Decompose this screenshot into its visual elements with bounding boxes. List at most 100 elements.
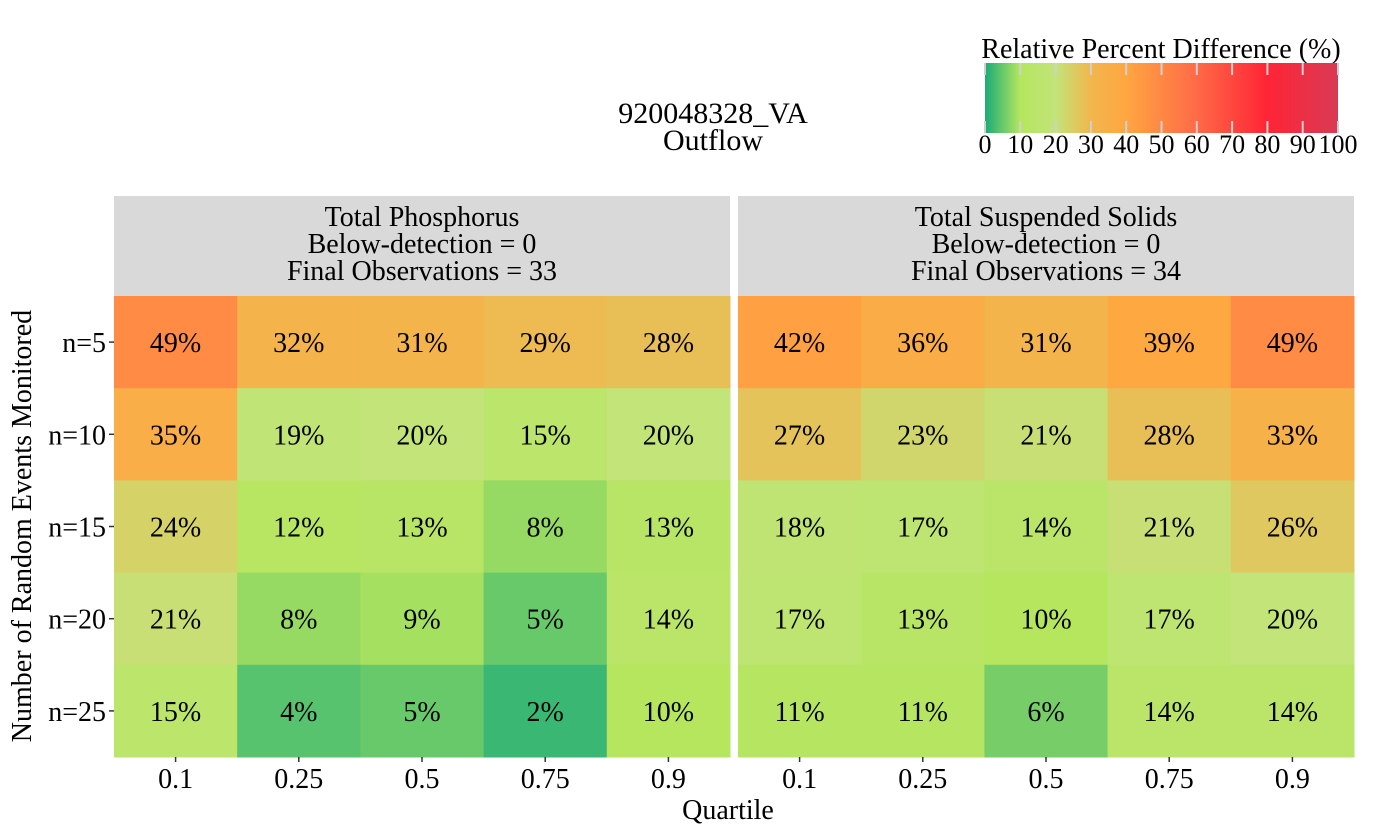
legend-tick-label: 60 (1184, 130, 1210, 159)
cell-value-label: 11% (774, 697, 824, 728)
cell-value-label: 29% (520, 328, 571, 359)
x-tick-label: 0.75 (521, 764, 570, 795)
heatmap-cell (1107, 664, 1232, 758)
y-axis-label: Number of Random Events Monitored (7, 310, 38, 742)
legend-ticks: 0 10 20 30 40 50 60 70 80 90 100 (979, 63, 1358, 159)
heatmap-cell (738, 572, 862, 666)
heatmap-cell (606, 664, 731, 758)
cell-value-label: 17% (1144, 605, 1195, 636)
heatmap-cell (237, 388, 361, 481)
cell-value-label: 24% (150, 513, 201, 544)
heatmap-cell (237, 572, 361, 666)
x-tick-label: 0.1 (782, 764, 817, 795)
heatmap-cell (984, 572, 1109, 666)
cell-value-label: 9% (403, 605, 440, 636)
y-axis: n=5 n=10 n=15 n=20 n=25 (48, 328, 114, 728)
cell-value-label: 27% (774, 420, 825, 451)
heatmap-cell (1230, 388, 1355, 481)
heatmap-cell (738, 664, 862, 758)
heatmap-cell (738, 388, 862, 481)
cell-value-label: 23% (897, 420, 948, 451)
heatmap-cell (483, 664, 608, 758)
heatmap-cell (237, 296, 361, 389)
legend-tick-label: 100 (1319, 130, 1358, 159)
cell-value-label: 49% (1267, 328, 1318, 359)
panel-title: Total Suspended Solids (915, 202, 1178, 233)
cell-value-label: 13% (897, 605, 948, 636)
legend-tick-label: 20 (1043, 130, 1069, 159)
heatmap-cell (861, 388, 985, 481)
cell-value-label: 17% (774, 605, 825, 636)
cell-value-label: 14% (1267, 697, 1318, 728)
heatmap-cell (861, 480, 985, 574)
cell-value-label: 15% (150, 697, 201, 728)
legend-tick-label: 70 (1219, 130, 1245, 159)
cell-value-label: 8% (280, 605, 317, 636)
heatmap-cell (483, 572, 608, 666)
heatmap-cell (114, 480, 238, 574)
heatmap-cell (606, 572, 731, 666)
x-tick-label: 0.9 (651, 764, 686, 795)
cell-value-label: 13% (643, 513, 694, 544)
panel-title: Total Phosphorus (325, 202, 520, 233)
cell-value-label: 11% (898, 697, 948, 728)
cell-value-label: 28% (1144, 420, 1195, 451)
chart-subtitle: Outflow (663, 124, 763, 157)
color-legend: Relative Percent Difference (%) 0 10 20 30 4… (979, 34, 1358, 159)
cell-value-label: 20% (396, 420, 447, 451)
cell-value-label: 18% (774, 513, 825, 544)
cell-value-label: 20% (1267, 605, 1318, 636)
heatmap-cell (861, 664, 985, 758)
panel-final-observations: Final Observations = 34 (911, 256, 1181, 287)
x-axis: 0.1 0.25 0.5 0.75 0.9 0.1 0.25 0.5 0.75 0.9 (158, 757, 1310, 795)
y-tick-label: n=15 (48, 513, 106, 544)
cell-value-label: 15% (520, 420, 571, 451)
cell-value-label: 42% (774, 328, 825, 359)
heatmap-cell (114, 296, 238, 389)
panel-strip (114, 196, 730, 296)
y-tick-label: n=10 (48, 420, 106, 451)
cell-value-label: 12% (273, 513, 324, 544)
cell-value-label: 28% (643, 328, 694, 359)
cell-value-label: 26% (1267, 513, 1318, 544)
cell-value-label: 36% (897, 328, 948, 359)
x-tick-label: 0.1 (158, 764, 193, 795)
heatmap-cell (606, 480, 731, 574)
heatmap-cell (738, 480, 862, 574)
cell-value-label: 17% (897, 513, 948, 544)
legend-tick-label: 50 (1149, 130, 1175, 159)
legend-tick-label: 0 (979, 130, 992, 159)
heatmap-cell (1230, 480, 1355, 574)
cell-value-label: 14% (1144, 697, 1195, 728)
heatmap-cell (237, 480, 361, 574)
y-tick-label: n=20 (48, 605, 106, 636)
cell-value-label: 32% (273, 328, 324, 359)
panel-strip (738, 196, 1354, 296)
x-tick-label: 0.25 (274, 764, 323, 795)
cell-value-label: 10% (1020, 605, 1071, 636)
cell-value-label: 49% (150, 328, 201, 359)
panel-final-observations: Final Observations = 33 (287, 256, 557, 287)
cell-value-label: 19% (273, 420, 324, 451)
legend-tick-label: 30 (1078, 130, 1104, 159)
legend-tick-label: 40 (1113, 130, 1139, 159)
cell-value-label: 8% (527, 513, 564, 544)
heatmap-cell (606, 388, 731, 481)
heatmap-cell (114, 572, 238, 666)
heatmap-cell (114, 664, 238, 758)
legend-tick-label: 80 (1254, 130, 1280, 159)
heatmap-cell (1230, 572, 1355, 666)
cell-value-label: 13% (396, 513, 447, 544)
panel-below-detection: Below-detection = 0 (932, 229, 1161, 260)
x-tick-label: 0.9 (1275, 764, 1310, 795)
x-tick-label: 0.75 (1145, 764, 1194, 795)
heatmap-cell (861, 572, 985, 666)
cell-value-label: 5% (403, 697, 440, 728)
x-tick-label: 0.5 (1029, 764, 1064, 795)
heatmap-cell (360, 572, 485, 666)
heatmap-cell (1107, 480, 1232, 574)
chart-title: 920048328_VA (618, 97, 808, 130)
cell-value-label: 20% (643, 420, 694, 451)
